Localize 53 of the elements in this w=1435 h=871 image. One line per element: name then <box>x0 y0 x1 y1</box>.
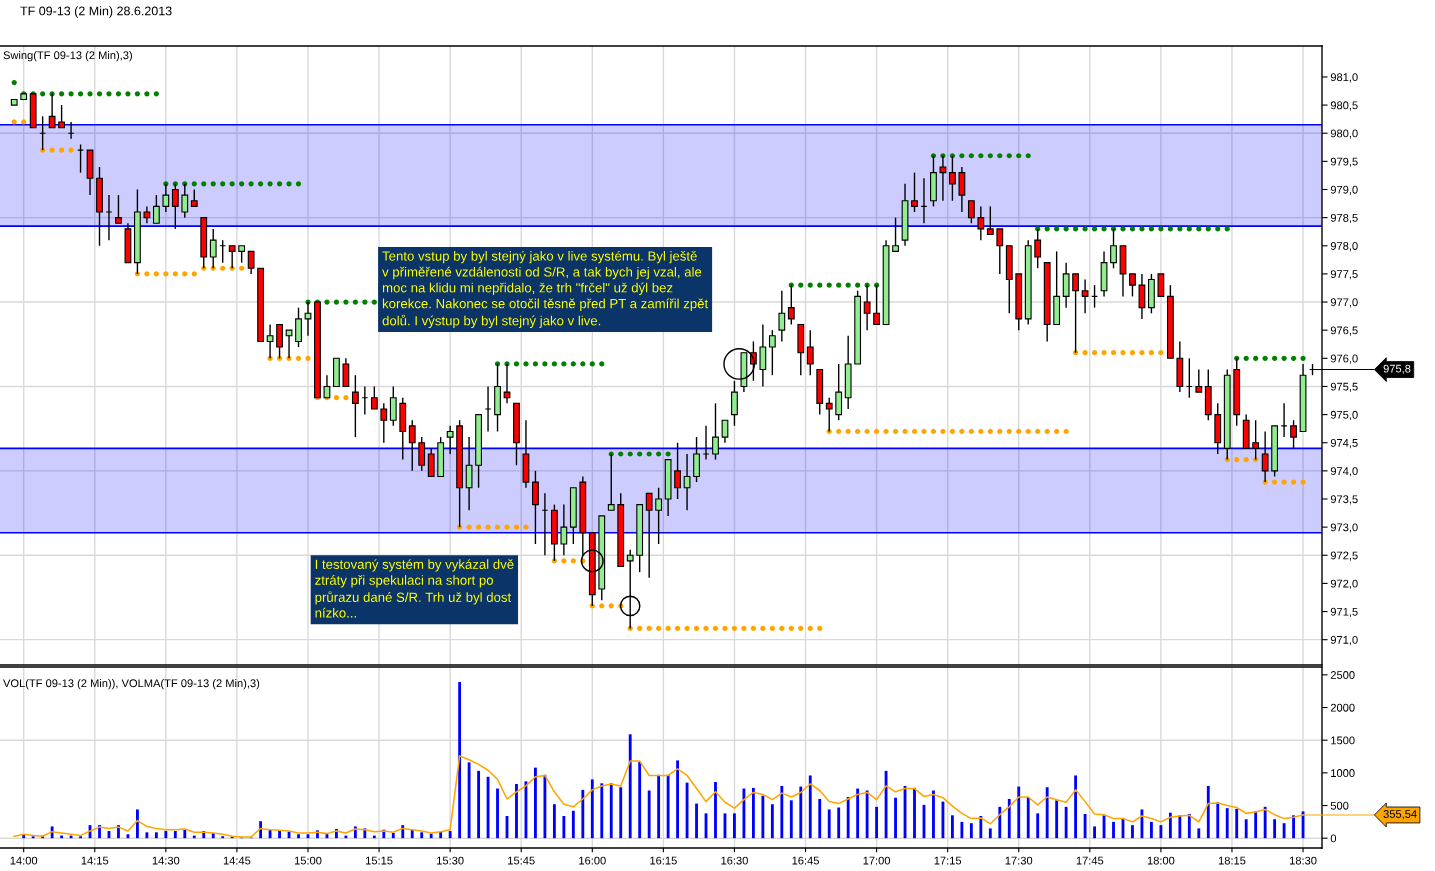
x-tick-label: 14:15 <box>81 856 109 865</box>
x-tick-label: 18:15 <box>1218 856 1246 865</box>
text: VOL(TF 09-13 (2 Min)), VOLMA(TF 09-13 (2 Min),3) <box>3 679 260 690</box>
y-tick-label: 978,5 <box>1330 213 1358 224</box>
y-tick-label: 973,0 <box>1330 523 1358 533</box>
y-tick-label: 979,0 <box>1330 185 1358 195</box>
y-tick-label: 2500 <box>1330 671 1355 679</box>
x-tick-label: 16:00 <box>579 856 606 865</box>
annotation: 975,8 <box>1383 364 1411 374</box>
y-tick-label: 978,0 <box>1330 242 1358 252</box>
x-tick-label: 15:00 <box>294 856 322 865</box>
y-tick-label: 974,0 <box>1330 467 1358 477</box>
x-tick-label: 15:15 <box>366 856 393 865</box>
annotation: Tento vstup by byl stejný jako v live systému. Byl ještě v přiměřené vzdálenosti od S/R, a tak bych jej vzal, ale moc na klidu mi nepřidalo, že trh "frčel" už dýl bez korekce. Nakonec se otočil těsně před PT a zamířil zpět dolů. I výstup by byl stejný jako v live. <box>382 250 709 328</box>
annotation: 355,54 <box>1383 810 1417 820</box>
y-tick-label: 981,0 <box>1330 73 1358 83</box>
y-tick-label: 971,5 <box>1330 607 1358 617</box>
chart-title: Swing(TF 09-13 (2 Min),3) <box>3 51 132 62</box>
x-tick-label: 17:00 <box>863 856 891 865</box>
y-tick-label: 971,0 <box>1330 635 1358 646</box>
y-tick-label: 0 <box>1330 834 1337 843</box>
y-tick-label: 977,5 <box>1330 270 1358 280</box>
y-tick-label: 972,5 <box>1330 551 1358 561</box>
x-tick-label: 14:00 <box>10 856 38 865</box>
y-tick-label: 975,5 <box>1330 382 1358 392</box>
y-tick-label: 972,0 <box>1330 579 1358 589</box>
annotation: I testovaný systém by vykázal dvě ztráty při spekulaci na short po průrazu dané S/R. Trh už byl dost nízko... <box>315 559 514 618</box>
x-tick-label: 16:30 <box>721 856 748 865</box>
x-tick-label: 17:45 <box>1076 856 1104 865</box>
y-tick-label: 500 <box>1330 801 1349 810</box>
x-tick-label: 15:45 <box>508 856 535 865</box>
y-tick-label: 980,0 <box>1330 129 1358 139</box>
y-tick-label: 979,5 <box>1330 157 1358 167</box>
x-tick-label: 16:45 <box>792 856 819 865</box>
y-tick-label: 973,5 <box>1330 495 1358 505</box>
y-tick-label: 974,5 <box>1330 438 1358 449</box>
y-tick-label: 1500 <box>1331 736 1355 745</box>
x-tick-label: 18:00 <box>1147 856 1175 865</box>
x-tick-label: 18:30 <box>1289 856 1317 865</box>
y-tick-label: 2000 <box>1330 703 1355 712</box>
y-tick-label: 975,0 <box>1330 410 1358 421</box>
chart-subtitle: TF 09-13 (2 Min) 28.6.2013 <box>20 6 172 18</box>
y-tick-label: 1000 <box>1331 769 1355 777</box>
y-tick-label: 980,5 <box>1330 101 1358 111</box>
y-tick-label: 977,0 <box>1330 298 1358 308</box>
x-tick-label: 17:15 <box>934 856 962 865</box>
x-tick-label: 17:30 <box>1005 856 1033 865</box>
y-tick-label: 976,5 <box>1330 326 1358 336</box>
x-tick-label: 14:45 <box>223 856 251 865</box>
x-tick-label: 15:30 <box>437 856 464 865</box>
x-tick-label: 14:30 <box>152 856 180 865</box>
x-tick-label: 16:15 <box>650 856 677 865</box>
y-tick-label: 976,0 <box>1330 354 1358 364</box>
